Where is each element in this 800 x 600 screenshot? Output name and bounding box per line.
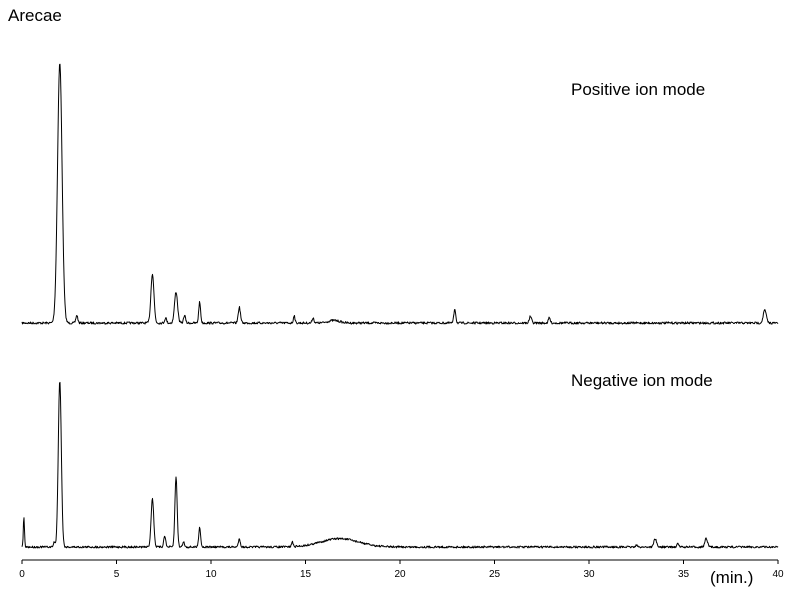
x-tick-label: 25 — [489, 569, 501, 580]
x-tick-label: 30 — [583, 569, 595, 580]
trace-negative-ion-mode — [21, 381, 779, 549]
x-axis-ticks: 0 5 10 15 20 25 30 35 40 — [19, 560, 784, 580]
x-tick-label: 0 — [19, 569, 25, 580]
x-tick-label: 5 — [114, 569, 120, 580]
chart-title: Arecae — [8, 6, 62, 25]
x-axis-unit: (min.) — [710, 568, 753, 587]
x-tick-label: 20 — [394, 569, 406, 580]
x-tick-label: 35 — [678, 569, 690, 580]
trace-positive-ion-mode — [21, 63, 779, 325]
x-tick-label: 10 — [205, 569, 217, 580]
x-tick-label: 15 — [300, 569, 312, 580]
x-tick-label: 40 — [772, 569, 784, 580]
series-label-negative: Negative ion mode — [571, 371, 713, 390]
series-label-positive: Positive ion mode — [571, 80, 705, 99]
